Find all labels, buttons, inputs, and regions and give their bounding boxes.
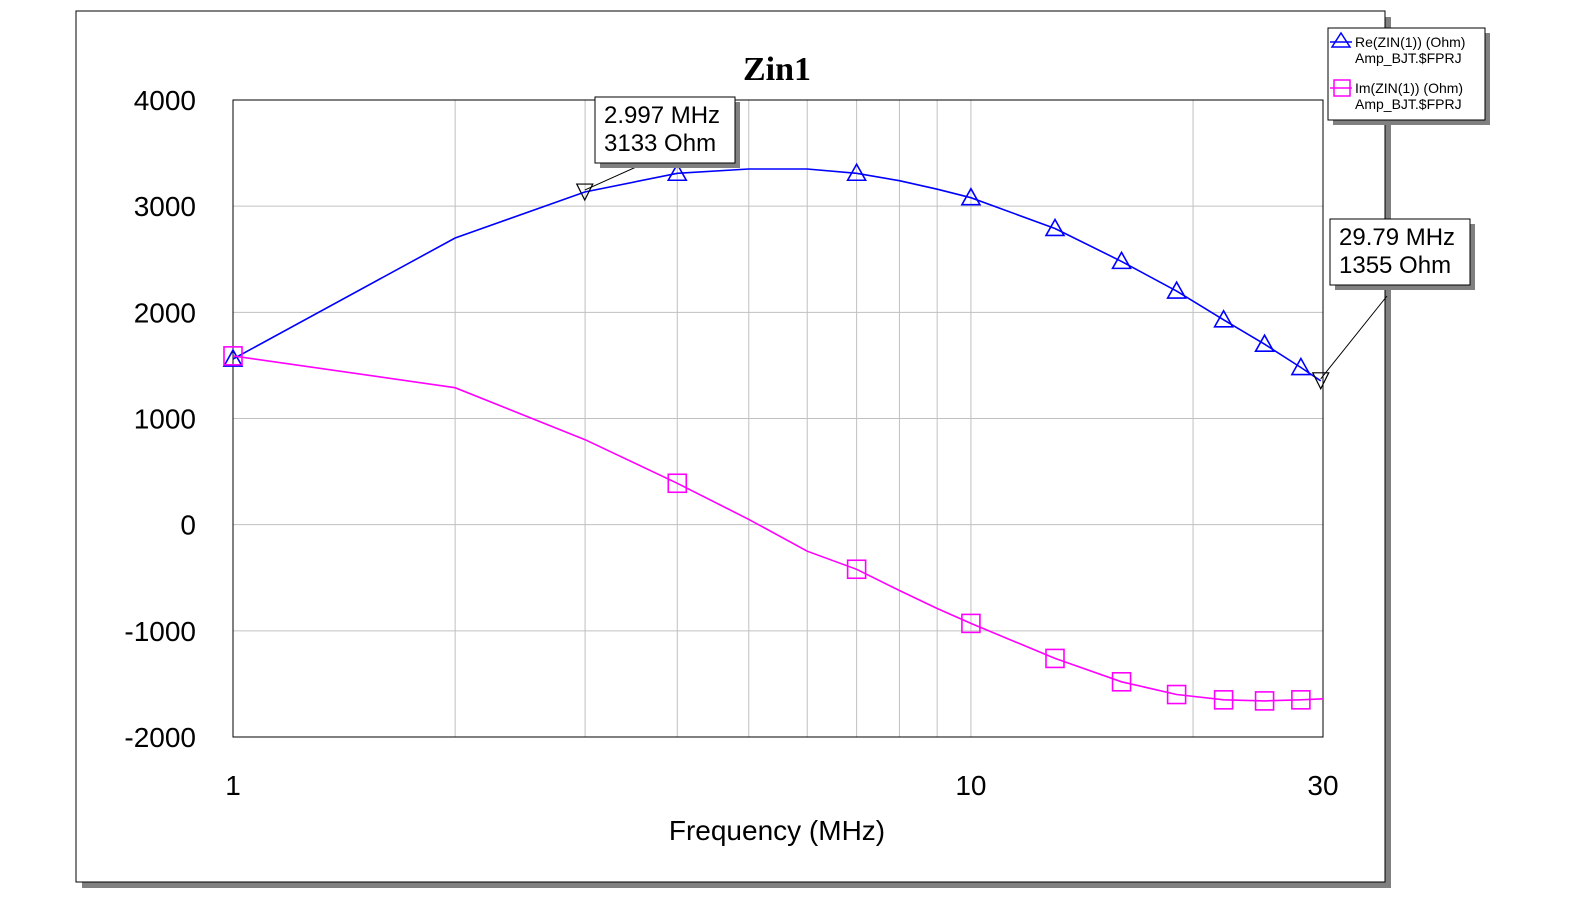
marker-value-text: 3133 Ohm [604,130,716,157]
data-point-triangle [1044,217,1066,237]
legend-square-icon [1333,79,1351,97]
series-line-0 [232,168,1322,382]
data-point-triangle [846,162,867,182]
legend-source-re: Amp_BJT.$FPRJ [1355,50,1462,66]
legend-source-im: Amp_BJT.$FPRJ [1355,96,1462,112]
marker-frequency-text: 2.997 MHz [604,102,720,129]
x-tick-label: 30 [1307,770,1338,801]
legend-label-im: Im(ZIN(1)) (Ohm) [1355,80,1463,96]
y-tick-label: -2000 [124,722,196,753]
series-line-1 [232,355,1324,702]
y-tick-label: 2000 [134,297,196,328]
data-point-square [1254,691,1275,711]
x-tick-label: 10 [955,770,986,801]
data-point-square [1291,690,1311,710]
grid-layer [233,100,1323,737]
plot-area-border [232,99,1324,738]
data-point-square [1166,684,1187,705]
x-axis-label: Frequency (MHz) [669,815,885,846]
marker-box [1329,218,1471,286]
data-point-square [1111,671,1132,692]
data-point-triangle [666,162,688,182]
series-layer [222,162,1324,711]
y-tick-label: -1000 [124,616,196,647]
data-point-square [223,346,243,366]
marker-triangle [575,183,594,202]
marker-triangle [1311,372,1330,391]
tick-label-layer: 4000 3000 2000 1000 0 -1000 -2000 1 10 30 [124,85,1338,801]
data-point-triangle [1254,333,1275,352]
y-tick-label: 3000 [134,191,196,222]
data-point-square [1213,690,1234,710]
chart-title: Zin1 [743,51,811,88]
data-point-triangle [1213,309,1234,328]
data-point-triangle [1111,250,1132,270]
data-point-square [1045,648,1065,669]
y-tick-label: 1000 [134,404,196,435]
data-point-square [846,559,867,580]
marker-frequency-text: 29.79 MHz [1339,224,1455,251]
marker-value-text: 1355 Ohm [1339,252,1451,279]
marker-box [594,96,736,164]
legend-triangle-icon [1330,31,1352,48]
legend-box [1327,27,1486,121]
marker-leader-line [1320,295,1388,380]
x-tick-label: 1 [225,770,241,801]
data-point-triangle [222,348,244,367]
data-point-square [667,473,688,494]
legend: Re(ZIN(1)) (Ohm) Amp_BJT.$FPRJ Im(ZIN(1)… [1327,27,1490,125]
legend-label-re: Re(ZIN(1)) (Ohm) [1355,34,1465,50]
data-point-triangle [1166,280,1187,299]
y-tick-label: 4000 [134,85,196,116]
data-point-triangle [1290,356,1312,376]
data-point-square [961,613,981,634]
y-tick-label: 0 [180,510,196,541]
data-point-triangle [960,187,982,206]
